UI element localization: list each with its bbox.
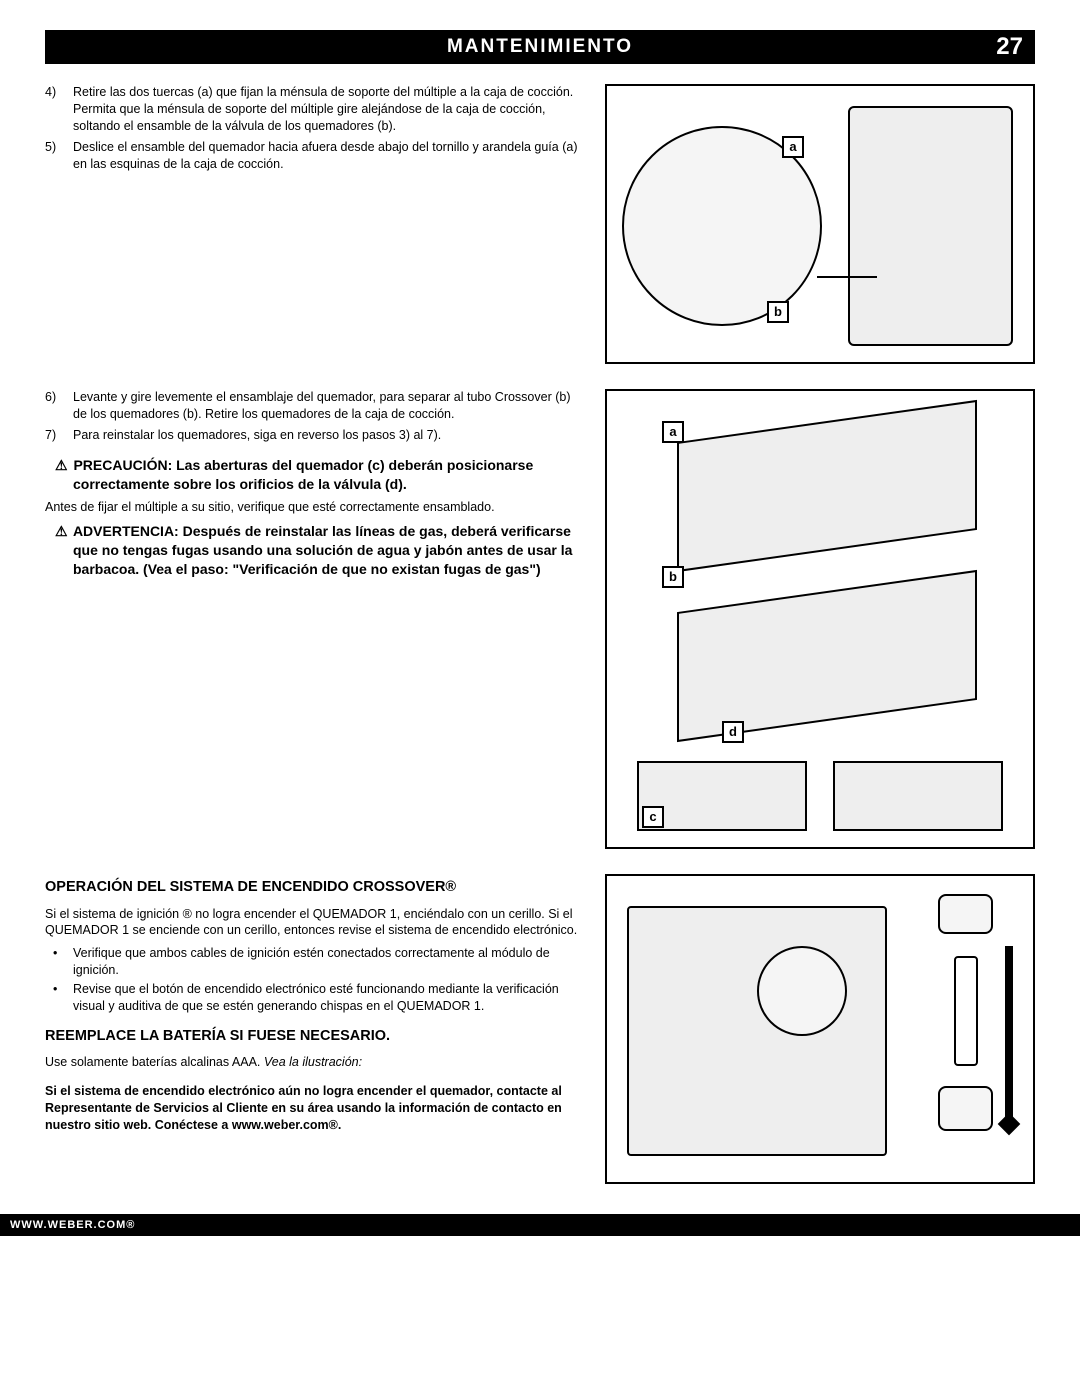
row-2: 6)Levante y gire levemente el ensamblaje… [45,389,1035,849]
row-1: 4)Retire las dos tuercas (a) que fijan l… [45,84,1035,364]
callout-d: d [722,721,744,743]
caution-body: PRECAUCIÓN: Las aberturas del quemador (… [73,457,533,492]
list-item: 5)Deslice el ensamble del quemador hacia… [45,139,585,173]
battery-text-plain: Use solamente baterías alcalinas AAA. [45,1055,264,1069]
footer-bar: WWW.WEBER.COM® [0,1214,1080,1236]
contact-text: Si el sistema de encendido electrónico a… [45,1083,585,1134]
warning-icon: ⚠ [55,457,70,473]
list-item: 6)Levante y gire levemente el ensamblaje… [45,389,585,423]
bullet-icon: • [45,945,73,979]
figure-1: a b [605,84,1035,364]
step-text: Retire las dos tuercas (a) que fijan la … [73,84,585,135]
bullet-text: Revise que el botón de encendido electró… [73,981,585,1015]
figure-3-col [605,874,1035,1184]
step-text: Deslice el ensamble del quemador hacia a… [73,139,585,173]
steps-list-b: 6)Levante y gire levemente el ensamblaje… [45,389,585,444]
crossover-intro: Si el sistema de ignición ® no logra enc… [45,906,585,940]
section-title-crossover: OPERACIÓN DEL SISTEMA DE ENCENDIDO CROSS… [45,878,585,898]
bullet-icon: • [45,981,73,1015]
step-number: 6) [45,389,73,423]
list-item: •Verifique que ambos cables de ignición … [45,945,585,979]
figure-2-col: a b d c [605,389,1035,849]
bullet-text: Verifique que ambos cables de ignición e… [73,945,585,979]
text-block-3: OPERACIÓN DEL SISTEMA DE ENCENDIDO CROSS… [45,874,585,1184]
page-title: MANTENIMIENTO [447,36,633,58]
list-item: 4)Retire las dos tuercas (a) que fijan l… [45,84,585,135]
warning-body: ADVERTENCIA: Después de reinstalar las l… [73,523,573,577]
callout-c: c [642,806,664,828]
battery-text: Use solamente baterías alcalinas AAA. Ve… [45,1054,585,1071]
warning-icon: ⚠ [55,523,70,539]
figure-2: a b d c [605,389,1035,849]
step-number: 5) [45,139,73,173]
text-block-1: 4)Retire las dos tuercas (a) que fijan l… [45,84,585,364]
caution-text: ⚠ PRECAUCIÓN: Las aberturas del quemador… [45,456,585,494]
crossover-bullets: •Verifique que ambos cables de ignición … [45,945,585,1015]
row-3: OPERACIÓN DEL SISTEMA DE ENCENDIDO CROSS… [45,874,1035,1184]
callout-b: b [662,566,684,588]
figure-1-col: a b [605,84,1035,364]
assembly-note: Antes de fijar el múltiple a su sitio, v… [45,499,585,516]
callout-a: a [662,421,684,443]
callout-a: a [782,136,804,158]
step-text: Para reinstalar los quemadores, siga en … [73,427,441,444]
list-item: •Revise que el botón de encendido electr… [45,981,585,1015]
step-text: Levante y gire levemente el ensamblaje d… [73,389,585,423]
step-number: 4) [45,84,73,135]
callout-b: b [767,301,789,323]
steps-list-a: 4)Retire las dos tuercas (a) que fijan l… [45,84,585,172]
footer-url: WWW.WEBER.COM® [10,1219,135,1231]
step-number: 7) [45,427,73,444]
figure-3 [605,874,1035,1184]
text-block-2: 6)Levante y gire levemente el ensamblaje… [45,389,585,849]
page-number: 27 [996,33,1023,61]
warning-text: ⚠ ADVERTENCIA: Después de reinstalar las… [45,522,585,579]
section-title-battery: REEMPLACE LA BATERÍA SI FUESE NECESARIO. [45,1027,585,1047]
header-bar: MANTENIMIENTO 27 [45,30,1035,64]
battery-text-italic: Vea la ilustración: [264,1055,362,1069]
list-item: 7)Para reinstalar los quemadores, siga e… [45,427,585,444]
